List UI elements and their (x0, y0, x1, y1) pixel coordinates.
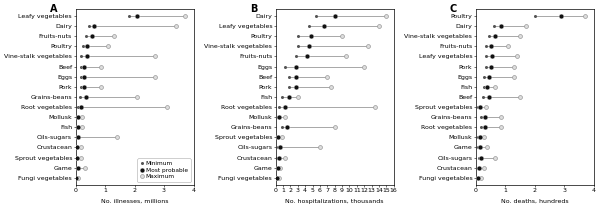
Text: C: C (450, 4, 457, 14)
Text: A: A (50, 4, 57, 14)
X-axis label: No. hospitalizations, thousands: No. hospitalizations, thousands (286, 199, 384, 204)
X-axis label: No. deaths, hundreds: No. deaths, hundreds (501, 199, 569, 204)
X-axis label: No. illnesses, millions: No. illnesses, millions (101, 199, 168, 204)
Legend: Minimum, Most probable, Maximum: Minimum, Most probable, Maximum (137, 158, 191, 182)
Text: B: B (250, 4, 257, 14)
